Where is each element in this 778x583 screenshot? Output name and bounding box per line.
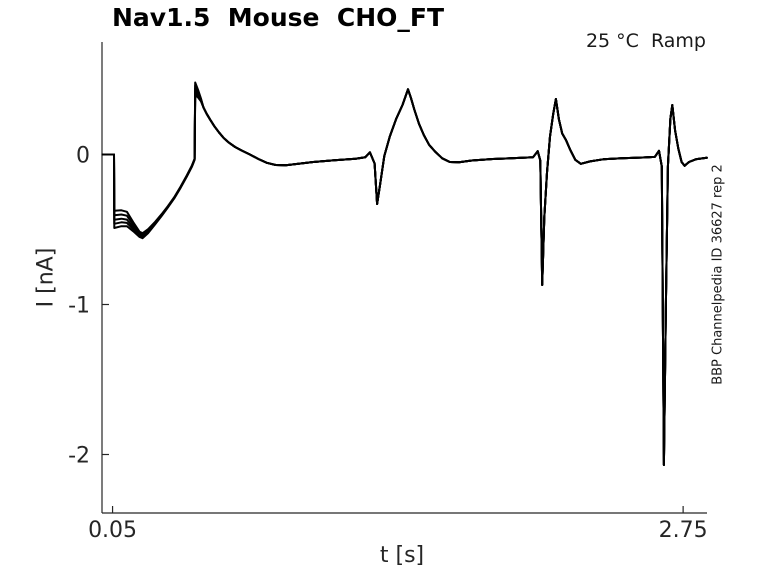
temperature-ramp-annotation: 25 °C Ramp xyxy=(585,30,706,52)
y-tick-label: -1 xyxy=(68,294,90,319)
channelpedia-id-label: BBP Channelpedia ID 36627 rep 2 xyxy=(710,164,726,385)
current-trace-1 xyxy=(101,81,708,466)
current-trace-5 xyxy=(101,88,708,466)
x-tick-label: 2.75 xyxy=(659,518,708,543)
x-tick-label: 0.05 xyxy=(88,518,137,543)
current-trace-2 xyxy=(101,84,708,466)
y-tick-label: -2 xyxy=(68,444,90,469)
current-trace-3 xyxy=(101,87,708,466)
x-axis-label: t [s] xyxy=(379,543,425,568)
y-axis-label: I [nA] xyxy=(33,247,59,308)
y-tick-label: 0 xyxy=(76,144,90,169)
current-trace-4 xyxy=(101,88,708,466)
chart-title: Nav1.5 Mouse CHO_FT xyxy=(112,3,445,32)
